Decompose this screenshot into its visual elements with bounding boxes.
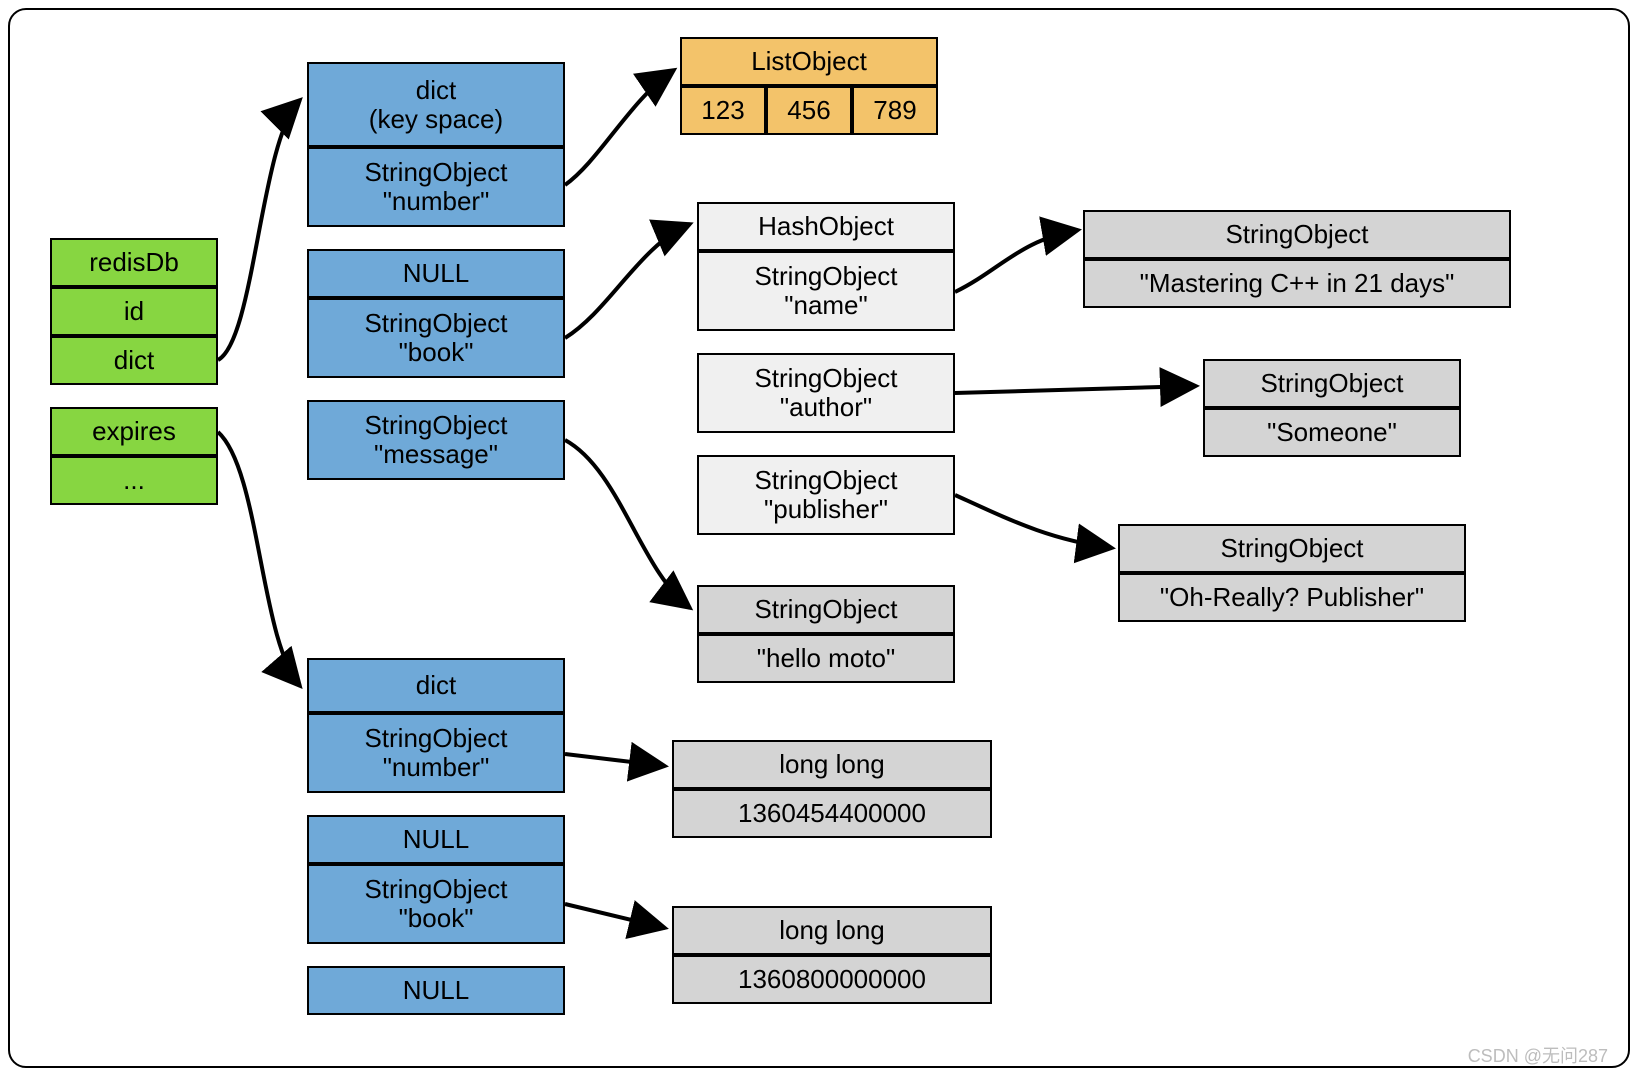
cell-text: NULL — [309, 976, 563, 1005]
cell-text: "author" — [699, 393, 953, 422]
cell-text: 123 — [682, 96, 764, 125]
hello-head: StringObject — [697, 585, 955, 634]
cell-text: "hello moto" — [699, 644, 953, 673]
cell-text: dict — [309, 76, 563, 105]
cell-text: 789 — [854, 96, 936, 125]
ex-book: StringObject"book" — [307, 864, 565, 944]
cell-text: long long — [674, 916, 990, 945]
cell-text: StringObject — [699, 262, 953, 291]
cell-text: StringObject — [309, 411, 563, 440]
cell-text: id — [52, 297, 216, 326]
cell-text: "number" — [309, 753, 563, 782]
cell-text: 1360454400000 — [674, 799, 990, 828]
cell-text: StringObject — [309, 875, 563, 904]
cell-text: long long — [674, 750, 990, 779]
cell-text: "Someone" — [1205, 418, 1459, 447]
cell-text: StringObject — [309, 724, 563, 753]
hello-val: "hello moto" — [697, 634, 955, 683]
listobject-header: ListObject — [680, 37, 938, 86]
cell-text: NULL — [309, 825, 563, 854]
cell-text: expires — [52, 417, 216, 446]
redisDb: redisDb — [50, 238, 218, 287]
ex-head: dict — [307, 658, 565, 713]
ll2-head: long long — [672, 906, 992, 955]
cell-text: "Mastering C++ in 21 days" — [1085, 269, 1509, 298]
dots: ... — [50, 456, 218, 505]
id: id — [50, 287, 218, 336]
ll1-val: 1360454400000 — [672, 789, 992, 838]
cell-text: "name" — [699, 291, 953, 320]
cell-text: "book" — [309, 904, 563, 933]
cell-text: ListObject — [682, 47, 936, 76]
cell-text: "message" — [309, 440, 563, 469]
cell-text: 1360800000000 — [674, 965, 990, 994]
cell-text: (key space) — [309, 105, 563, 134]
ll1-head: long long — [672, 740, 992, 789]
m-val: "Mastering C++ in 21 days" — [1083, 259, 1511, 308]
cell-text: StringObject — [1120, 534, 1464, 563]
cell-text: "number" — [309, 187, 563, 216]
cell-text: StringObject — [309, 309, 563, 338]
watermark: CSDN @无问287 — [1468, 1042, 1608, 1068]
ks-book: StringObject"book" — [307, 298, 565, 378]
listobject-val-1: 456 — [766, 86, 852, 135]
ks-message: StringObject"message" — [307, 400, 565, 480]
listobject-val-2: 789 — [852, 86, 938, 135]
cell-text: ... — [52, 466, 216, 495]
ex-null1: NULL — [307, 815, 565, 864]
cell-text: StringObject — [309, 158, 563, 187]
hash-name: StringObject"name" — [697, 251, 955, 331]
cell-text: "Oh-Really? Publisher" — [1120, 583, 1464, 612]
cell-text: StringObject — [1085, 220, 1509, 249]
cell-text: 456 — [768, 96, 850, 125]
ks-number: StringObject"number" — [307, 147, 565, 227]
cell-text: "publisher" — [699, 495, 953, 524]
cell-text: StringObject — [699, 595, 953, 624]
cell-text: dict — [309, 671, 563, 700]
cell-text: "book" — [309, 338, 563, 367]
hash-head: HashObject — [697, 202, 955, 251]
cell-text: HashObject — [699, 212, 953, 241]
cell-text: redisDb — [52, 248, 216, 277]
listobject-val-0: 123 — [680, 86, 766, 135]
cell-text: StringObject — [699, 364, 953, 393]
ex-null2: NULL — [307, 966, 565, 1015]
cell-text: dict — [52, 346, 216, 375]
p-val: "Oh-Really? Publisher" — [1118, 573, 1466, 622]
ll2-val: 1360800000000 — [672, 955, 992, 1004]
ks-head: dict(key space) — [307, 62, 565, 147]
hash-author: StringObject"author" — [697, 353, 955, 433]
cell-text: StringObject — [699, 466, 953, 495]
cell-text: StringObject — [1205, 369, 1459, 398]
ex-number: StringObject"number" — [307, 713, 565, 793]
expires: expires — [50, 407, 218, 456]
m-head: StringObject — [1083, 210, 1511, 259]
cell-text: NULL — [309, 259, 563, 288]
s-head: StringObject — [1203, 359, 1461, 408]
p-head: StringObject — [1118, 524, 1466, 573]
s-val: "Someone" — [1203, 408, 1461, 457]
ks-null1: NULL — [307, 249, 565, 298]
hash-publisher: StringObject"publisher" — [697, 455, 955, 535]
dict: dict — [50, 336, 218, 385]
